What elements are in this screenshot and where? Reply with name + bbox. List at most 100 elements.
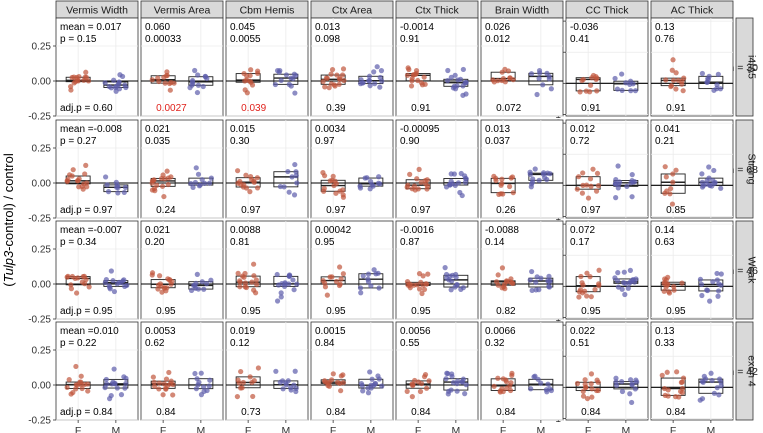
stat-adjusted-p: 0.84 (326, 407, 346, 418)
x-tick-label: F (75, 425, 81, 433)
data-point (615, 270, 621, 276)
data-point (320, 277, 326, 284)
data-point (166, 369, 172, 376)
stat-mean: 0.0056 (400, 326, 431, 337)
data-point (151, 177, 157, 183)
data-point (527, 277, 533, 283)
data-point (583, 182, 590, 188)
data-point (122, 385, 128, 391)
data-point (668, 185, 674, 192)
data-point (463, 79, 469, 85)
data-point (337, 281, 343, 287)
data-point (494, 279, 500, 285)
panel-frame (310, 321, 394, 421)
data-point (615, 163, 621, 169)
data-point (66, 377, 72, 383)
data-point (574, 186, 580, 192)
stat-p-value: 0.62 (145, 338, 165, 349)
data-point (498, 191, 504, 197)
panel-frame (55, 220, 139, 320)
data-point (532, 373, 538, 379)
data-point (121, 277, 127, 283)
data-point (336, 81, 342, 87)
data-point (330, 173, 336, 179)
data-point (251, 378, 257, 384)
stat-mean: 0.060 (145, 22, 170, 33)
data-point (669, 201, 676, 207)
data-point (409, 394, 415, 400)
stat-p-value: 0.12 (230, 338, 250, 349)
data-point (200, 83, 206, 90)
data-point (237, 284, 243, 290)
data-point (499, 386, 505, 392)
panel-frame (565, 17, 649, 117)
stat-mean: 0.00042 (315, 225, 352, 236)
panel-exon-4-ac-thick: 0.130.33 0.84 (650, 321, 734, 421)
data-point (409, 381, 415, 387)
data-point (71, 74, 77, 80)
data-point (201, 286, 207, 292)
data-point (701, 373, 707, 379)
data-point (105, 189, 112, 195)
data-point (83, 69, 89, 75)
column-label-cc-thick: CC Thick (586, 5, 630, 17)
data-point (251, 273, 257, 279)
data-point (108, 268, 114, 274)
panel-frame (140, 321, 224, 421)
data-point (102, 80, 108, 86)
panel-frame (650, 17, 734, 117)
column-label-cbm-hemis: Cbm Hemis (240, 5, 295, 17)
data-point (195, 82, 202, 88)
data-point (281, 184, 287, 190)
data-point (372, 380, 379, 387)
stat-mean: -0.0014 (400, 22, 434, 33)
data-point (529, 268, 535, 275)
data-point (357, 285, 364, 291)
data-point (711, 390, 717, 396)
data-point (283, 72, 290, 78)
data-point (612, 275, 618, 281)
data-point (629, 172, 635, 178)
data-point (681, 75, 687, 81)
data-point (329, 66, 336, 73)
data-point (273, 368, 279, 374)
data-point (540, 82, 546, 88)
column-label-vermis-width: Vermis Width (66, 5, 128, 17)
data-point (404, 388, 410, 394)
data-point (239, 385, 245, 391)
panel-frame (225, 17, 309, 117)
data-point (104, 381, 110, 387)
data-point (448, 178, 454, 184)
data-point (575, 174, 582, 180)
x-tick-label: F (415, 425, 421, 433)
data-point (371, 267, 377, 273)
y-tick-label: -0.25 (28, 315, 51, 326)
data-point (627, 267, 633, 273)
panel-frame (310, 220, 394, 320)
data-point (238, 368, 244, 375)
data-point (426, 378, 432, 384)
data-point (65, 273, 71, 279)
data-point (117, 72, 123, 78)
data-point (507, 387, 514, 394)
data-point (680, 88, 686, 94)
data-point (291, 71, 297, 77)
data-point (340, 187, 346, 193)
data-point (632, 386, 638, 392)
data-point (160, 172, 166, 178)
row-label-exon-4: exon 4 (746, 355, 758, 387)
data-point (197, 182, 203, 188)
data-point (152, 383, 158, 389)
data-point (580, 393, 587, 399)
data-point (673, 167, 679, 173)
data-point (84, 180, 90, 186)
stat-mean: 0.013 (485, 124, 510, 135)
